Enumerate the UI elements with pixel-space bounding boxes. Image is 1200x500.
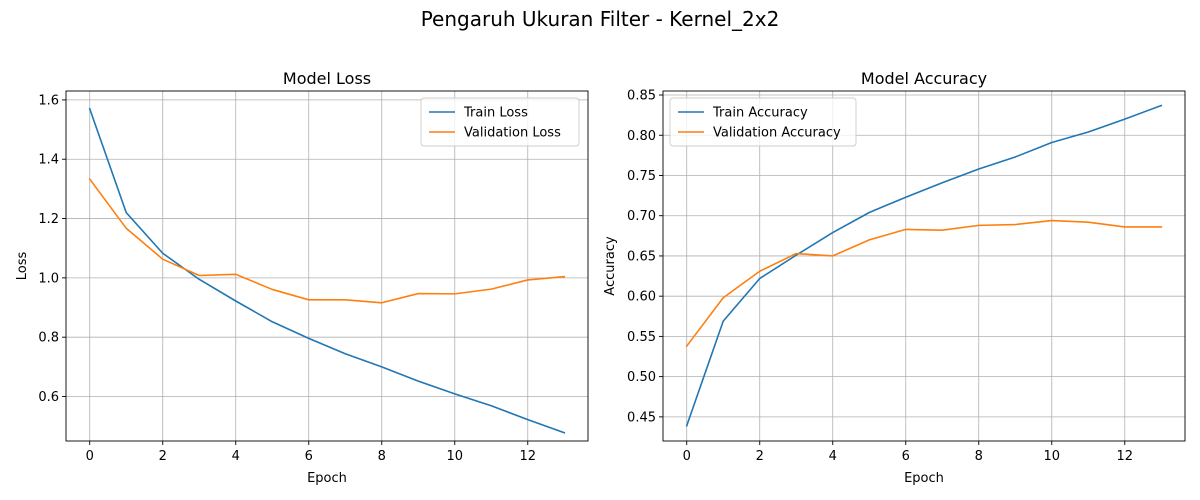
accuracy-y-tick-label: 0.80 xyxy=(627,129,656,144)
accuracy-x-tick-label: 10 xyxy=(1043,449,1060,464)
accuracy-y-tick-label: 0.85 xyxy=(627,89,656,104)
accuracy-y-axis-label: Accuracy xyxy=(603,236,618,296)
accuracy-y-tick-label: 0.65 xyxy=(627,249,656,264)
accuracy-y-tick-label: 0.70 xyxy=(627,209,656,224)
accuracy-legend-box xyxy=(669,97,857,147)
loss-x-tick-label: 2 xyxy=(159,449,167,464)
loss-x-tick-label: 0 xyxy=(86,449,94,464)
loss-legend-label-train: Train Loss xyxy=(463,106,528,121)
loss-y-tick-label: 0.8 xyxy=(38,331,59,346)
loss-y-axis-label: Loss xyxy=(15,252,30,281)
loss-y-tick-label: 1.4 xyxy=(38,153,59,168)
accuracy-legend-label-validation: Validation Accuracy xyxy=(713,126,841,141)
loss-x-axis-label: Epoch xyxy=(307,471,347,486)
accuracy-y-tick-label: 0.75 xyxy=(627,169,656,184)
accuracy-chart-title: Model Accuracy xyxy=(861,69,987,88)
loss-series-train-line xyxy=(88,107,566,434)
loss-x-tick-label: 4 xyxy=(232,449,240,464)
loss-legend: Train Loss Validation Loss xyxy=(420,97,580,147)
accuracy-series-validation-line xyxy=(685,219,1163,348)
accuracy-y-tick-label: 0.60 xyxy=(627,290,656,305)
loss-chart: 0 2 4 6 8 10 12 0.6 0.8 1.0 1.2 1.4 1.6 Model Loss Epo… xyxy=(15,69,589,486)
loss-axes-frame xyxy=(65,90,589,442)
loss-series-validation-line xyxy=(88,177,566,304)
accuracy-x-tick-label: 4 xyxy=(829,449,837,464)
loss-legend-box xyxy=(420,97,580,147)
loss-y-tick-label: 1.6 xyxy=(38,93,59,108)
accuracy-legend-label-train: Train Accuracy xyxy=(712,106,808,121)
loss-y-tick-label: 1.0 xyxy=(38,271,59,286)
loss-x-tick-label: 12 xyxy=(519,449,536,464)
loss-legend-label-validation: Validation Loss xyxy=(464,126,561,141)
accuracy-series-train-line xyxy=(685,104,1163,427)
loss-x-tick-label: 8 xyxy=(378,449,386,464)
loss-chart-title: Model Loss xyxy=(283,69,371,88)
accuracy-x-tick-label: 0 xyxy=(683,449,691,464)
accuracy-x-axis-label: Epoch xyxy=(904,471,944,486)
accuracy-x-tick-label: 2 xyxy=(756,449,764,464)
loss-x-tick-label: 10 xyxy=(446,449,463,464)
loss-y-tick-label: 1.2 xyxy=(38,212,59,227)
loss-x-tick-label: 6 xyxy=(305,449,313,464)
accuracy-y-tick-label: 0.45 xyxy=(627,410,656,425)
loss-y-tick-label: 0.6 xyxy=(38,390,59,405)
accuracy-y-tick-label: 0.55 xyxy=(627,330,656,345)
accuracy-chart: 0 2 4 6 8 10 12 0.45 0.50 0.55 0.60 0.65 0.70 0.75 0.8… xyxy=(603,69,1186,486)
accuracy-x-tick-label: 12 xyxy=(1116,449,1133,464)
accuracy-legend: Train Accuracy Validation Accuracy xyxy=(669,97,857,147)
accuracy-x-tick-label: 6 xyxy=(902,449,910,464)
accuracy-axes-frame xyxy=(662,90,1186,442)
accuracy-y-tick-label: 0.50 xyxy=(627,370,656,385)
accuracy-x-tick-label: 8 xyxy=(975,449,983,464)
figure-title: Pengaruh Ukuran Filter - Kernel_2x2 xyxy=(421,7,780,31)
